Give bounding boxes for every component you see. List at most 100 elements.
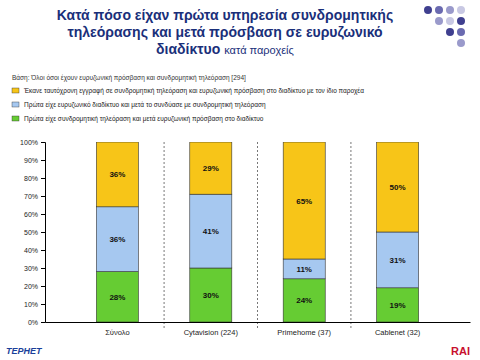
decoration [424,6,465,47]
decor-dot [457,6,465,14]
x-tick: Primehome (37) [277,322,331,337]
bar-segment [283,279,325,322]
bar-segment [96,207,138,272]
y-tick-mark [41,196,45,197]
decor-dot [446,28,454,36]
bars [96,142,418,322]
legend-swatch [12,116,19,121]
y-tick-label: 10% [24,301,38,308]
logo-left: ΤΕΡΗΕΤ [6,346,43,356]
legend-entry: Έκανε ταυτόχρονη εγγραφή σε συνδρομητική… [23,87,364,95]
data-label: 36% [109,235,125,244]
subtitle: κατά παροχείς [224,44,294,56]
x-tick-label: Cablenet (32) [375,328,421,337]
y-tick-mark [41,268,45,269]
separator [350,142,351,330]
bar-segment [283,259,325,279]
y-tick: 30% [24,265,45,272]
separator [257,142,258,330]
text-line: Κατά πόσο είχαν πρώτα υπηρεσία συνδρομητ… [57,7,393,23]
bar-segment [190,194,232,268]
decor-dot [457,28,465,36]
data-label: 36% [109,170,125,179]
title: Κατά πόσο είχαν πρώτα υπηρεσία συνδρομητ… [57,7,393,57]
legend-entry: Πρώτα είχε συνδρομητική τηλεόραση και με… [24,115,264,123]
separator [164,142,165,330]
x-tick: Cablenet (32) [375,322,421,337]
decor-dot [424,6,432,14]
x-tick-label: Primehome (37) [277,328,331,337]
x-tick-label: Cytavision (224) [184,328,239,337]
y-tick-mark [41,304,45,305]
y-tick-mark [41,322,45,323]
bar-segment [377,232,419,288]
y-tick-mark [41,250,45,251]
data-label: 31% [390,256,406,265]
data-label: 29% [203,164,219,173]
y-tick-mark [41,142,45,143]
y-tick: 60% [24,211,45,218]
legend: Έκανε ταυτόχρονη εγγραφή σε συνδρομητική… [12,87,364,123]
y-axis: 0% 10% 20% 30% 40% 50% 60% 70% 80% 90% 100% [20,139,45,326]
legend-entry: Πρώτα είχε ευρυζωνικό διαδίκτυο και μετά… [24,101,266,109]
decor-dot [457,17,465,25]
y-tick-mark [41,160,45,161]
y-tick: 0% [28,319,45,326]
text-line: Πρώτα είχε ευρυζωνικό διαδίκτυο και μετά… [24,101,266,109]
legend-swatch [12,102,19,107]
bar-segment [377,288,419,322]
y-tick-mark [41,286,45,287]
text-line: Έκανε ταυτόχρονη εγγραφή σε συνδρομητική… [23,87,364,95]
data-label: 24% [296,296,312,305]
text-line: διαδίκτυο [156,41,220,57]
decor-dot [435,17,443,25]
x-axis-line [46,322,471,323]
data-label: 11% [296,265,312,274]
decor-dot [446,6,454,14]
y-tick: 80% [24,175,45,182]
data-label: 41% [203,227,219,236]
y-axis-line [41,143,46,323]
y-tick: 100% [20,139,45,146]
y-tick: 20% [24,283,45,290]
x-tick: Cytavision (224) [184,322,239,337]
y-tick-label: 60% [24,211,38,218]
y-tick: 70% [24,193,45,200]
y-tick-mark [41,232,45,233]
x-tick: Σύνολο [105,322,129,337]
y-tick-label: 0% [28,319,38,326]
y-tick-label: 80% [24,175,38,182]
text-line: Πρώτα είχε συνδρομητική τηλεόραση και με… [24,115,264,123]
bar-segment [96,272,138,322]
data-label: 30% [203,291,219,300]
y-tick-label: 100% [20,139,38,146]
decor-dot [446,17,454,25]
y-tick-label: 20% [24,283,38,290]
y-tick-mark [41,178,45,179]
data-label: 19% [390,301,406,310]
data-label: 50% [390,183,406,192]
x-axis: Σύνολο Cytavision (224) Primehome (37) Cabl… [46,322,471,337]
y-tick-label: 40% [24,247,38,254]
data-label: 65% [296,197,312,206]
separators [164,142,351,330]
y-tick: 90% [24,157,45,164]
y-tick-label: 90% [24,157,38,164]
note: Βάση: Όλοι όσοι έχουν ευρυζωνική πρόσβασ… [12,74,246,82]
y-tick: 50% [24,229,45,236]
data-labels: 28% 30% 24% 19% 36% 41% 11% 31% 36% 29% 65% 50% [109,164,405,310]
bar-segment [190,268,232,322]
y-tick-label: 50% [24,229,38,236]
chart: Κατά πόσο είχαν πρώτα υπηρεσία συνδρομητ… [0,0,480,360]
decor-dot [457,39,465,47]
text-line: τηλεόρασης και μετά πρόσβαση σε ευρυζωνι… [67,24,382,40]
data-label: 28% [109,293,125,302]
y-tick-mark [41,214,45,215]
bar-segment [377,142,419,232]
y-tick-label: 70% [24,193,38,200]
bar-segment [190,142,232,194]
y-tick: 10% [24,301,45,308]
bar-segment [96,142,138,207]
bar-segment [283,142,325,259]
decor-dot [435,6,443,14]
